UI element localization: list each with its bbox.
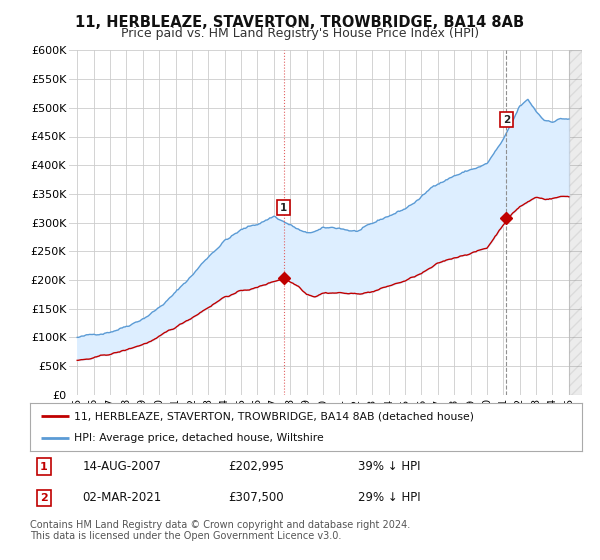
Text: 11, HERBLEAZE, STAVERTON, TROWBRIDGE, BA14 8AB (detached house): 11, HERBLEAZE, STAVERTON, TROWBRIDGE, BA… xyxy=(74,411,474,421)
Text: 02-MAR-2021: 02-MAR-2021 xyxy=(82,491,161,504)
Text: HPI: Average price, detached house, Wiltshire: HPI: Average price, detached house, Wilt… xyxy=(74,433,324,443)
Text: Contains HM Land Registry data © Crown copyright and database right 2024.
This d: Contains HM Land Registry data © Crown c… xyxy=(30,520,410,542)
Text: 2: 2 xyxy=(40,493,47,503)
Text: 2: 2 xyxy=(503,115,510,125)
Text: Price paid vs. HM Land Registry's House Price Index (HPI): Price paid vs. HM Land Registry's House … xyxy=(121,27,479,40)
Text: £202,995: £202,995 xyxy=(229,460,285,473)
Text: 1: 1 xyxy=(40,461,47,472)
Text: 39% ↓ HPI: 39% ↓ HPI xyxy=(358,460,421,473)
Bar xyxy=(569,50,582,395)
Text: 29% ↓ HPI: 29% ↓ HPI xyxy=(358,491,421,504)
Text: 1: 1 xyxy=(280,203,287,213)
Text: 14-AUG-2007: 14-AUG-2007 xyxy=(82,460,161,473)
Text: 11, HERBLEAZE, STAVERTON, TROWBRIDGE, BA14 8AB: 11, HERBLEAZE, STAVERTON, TROWBRIDGE, BA… xyxy=(76,15,524,30)
Text: £307,500: £307,500 xyxy=(229,491,284,504)
